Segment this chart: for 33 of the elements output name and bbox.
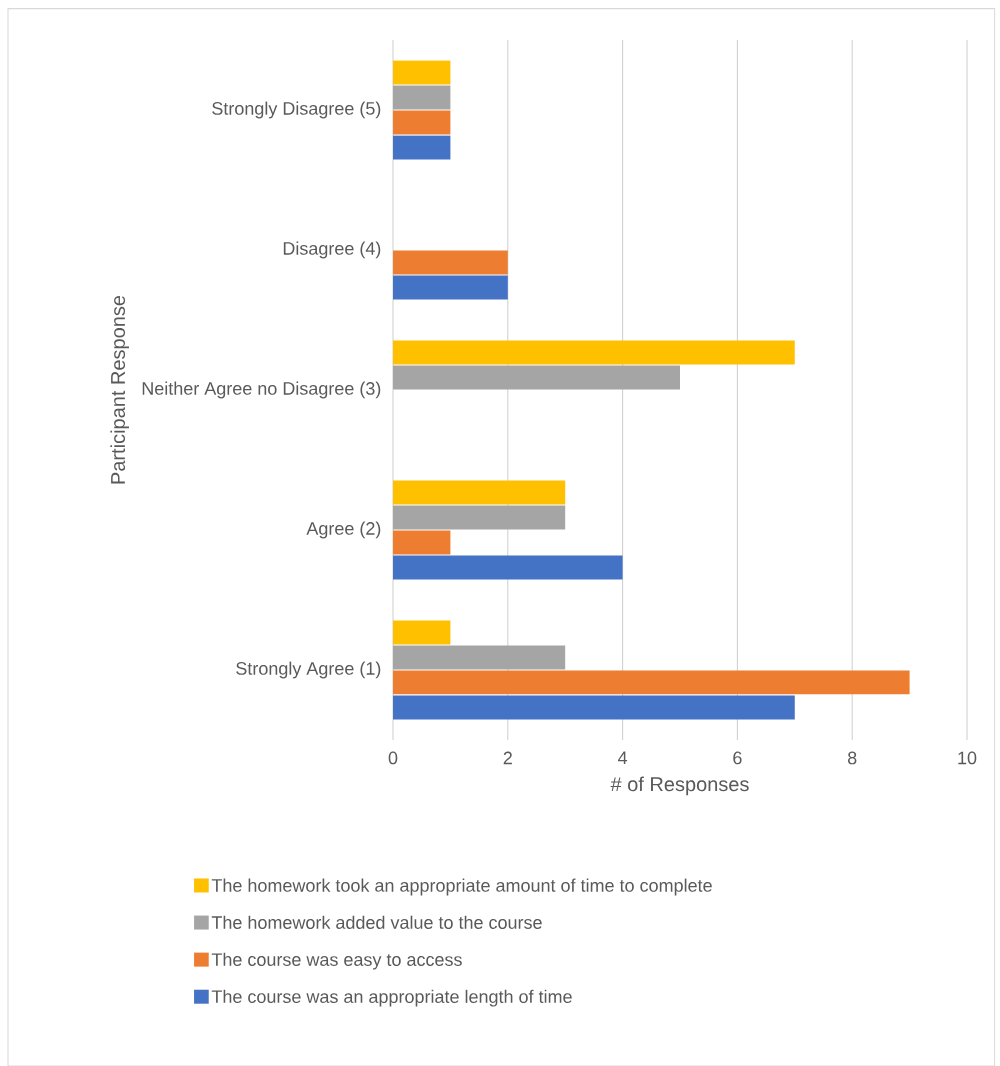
bar — [393, 555, 623, 580]
y-tick-label: Disagree (4) — [283, 241, 381, 259]
x-tick-label: 2 — [503, 751, 512, 765]
y-axis-title: Participant Response — [110, 295, 130, 484]
bar — [393, 670, 910, 695]
bar — [393, 340, 795, 365]
x-tick-label: 8 — [847, 751, 857, 765]
x-axis-title: # of Responses — [610, 776, 749, 796]
bar — [393, 365, 680, 390]
bar — [393, 505, 566, 530]
x-tick-label: 10 — [958, 751, 977, 765]
x-tick-label: 4 — [618, 751, 628, 764]
y-tick-label: Agree (2) — [306, 521, 381, 539]
x-tick-label: 6 — [733, 751, 742, 765]
bar — [393, 480, 566, 505]
legend-label: The homework added value to the course — [211, 915, 542, 929]
x-tick-label: 0 — [388, 751, 398, 765]
legend-label: The course was an appropriate length of time — [211, 989, 572, 1007]
bar — [393, 645, 566, 670]
legend-label: The course was easy to access — [211, 952, 462, 970]
y-tick-label: Neither Agree no Disagree (3) — [142, 381, 381, 399]
bar — [393, 620, 451, 645]
y-tick-label: Strongly Agree (1) — [236, 661, 381, 679]
bar — [393, 530, 451, 555]
bar — [393, 135, 451, 160]
y-tick-label: Strongly Disagree (5) — [212, 101, 381, 119]
bar — [393, 695, 795, 720]
bar — [393, 85, 451, 110]
bar — [393, 110, 451, 135]
bar — [393, 60, 451, 85]
bar — [393, 250, 508, 275]
bar — [393, 275, 508, 300]
legend-label: The homework took an appropriate amount of time to complete — [211, 878, 712, 896]
